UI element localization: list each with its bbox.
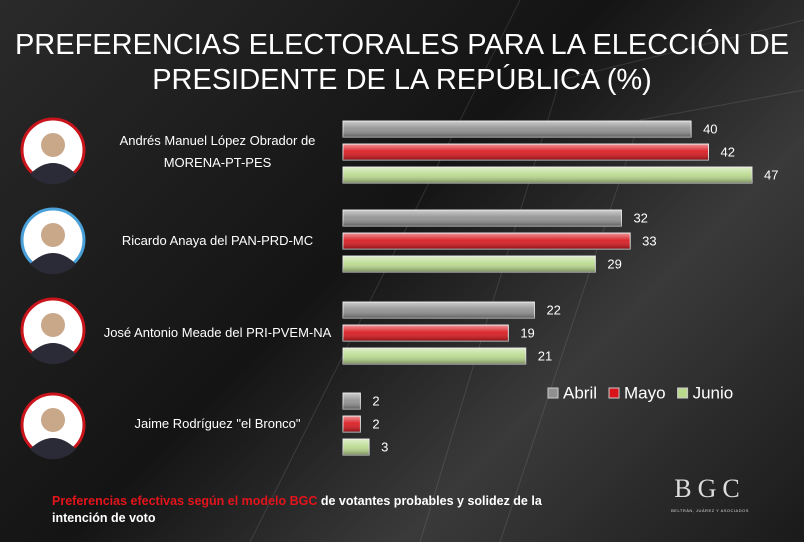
category-label: Ricardo Anaya del PAN-PRD-MC <box>121 233 314 248</box>
value-label: 32 <box>633 210 647 225</box>
bar-shine <box>343 121 692 137</box>
bar-shine <box>343 302 535 318</box>
bar-shine <box>343 325 509 341</box>
bar-shine <box>343 210 622 226</box>
bar-shine <box>343 167 752 183</box>
photo-head <box>41 408 65 432</box>
value-label: 3 <box>381 439 388 454</box>
bar-shine <box>343 348 526 364</box>
category-label: José Antonio Meade del PRI-PVEM-NA <box>103 325 332 340</box>
footnote-highlight: Preferencias efectivas según el modelo B… <box>52 494 318 508</box>
legend-swatch <box>677 387 689 399</box>
chart-title: PREFERENCIAS ELECTORALES PARA LA ELECCIÓ… <box>0 28 804 98</box>
bar-group <box>342 415 361 433</box>
logo: BGC BELTRÁN, JUÁREZ Y ASOCIADOS <box>660 474 760 513</box>
title-line: PRESIDENTE DE LA REPÚBLICA (%) <box>152 64 652 96</box>
bar-shine <box>343 233 631 249</box>
bar-group <box>342 347 527 365</box>
legend-label: Mayo <box>624 383 666 402</box>
bar-shine <box>343 256 596 272</box>
photo-body <box>30 438 76 460</box>
value-label: 40 <box>703 121 717 136</box>
bar-group <box>342 120 692 138</box>
photo-head <box>41 313 65 337</box>
legend-label: Abril <box>563 383 597 402</box>
footnote-text: de votantes probables y solidez de la in… <box>52 494 542 525</box>
value-label: 47 <box>764 167 778 182</box>
bar-group <box>342 301 535 319</box>
value-label: 22 <box>546 302 560 317</box>
photo-head <box>41 133 65 157</box>
footnote: Preferencias efectivas según el modelo B… <box>52 493 592 527</box>
logo-mark: BGC <box>674 474 746 503</box>
bar-group <box>342 143 709 161</box>
bar-shine <box>343 144 709 160</box>
bar-shine <box>343 416 361 432</box>
bar-shine <box>343 439 370 455</box>
logo-caption: BELTRÁN, JUÁREZ Y ASOCIADOS <box>671 508 749 513</box>
legend-label: Junio <box>693 383 734 402</box>
photo-body <box>30 163 76 185</box>
legend-swatch <box>608 387 620 399</box>
photo-body <box>30 253 76 275</box>
bar-group <box>342 166 753 184</box>
value-label: 29 <box>607 256 621 271</box>
bar-group <box>342 324 509 342</box>
photo-head <box>41 223 65 247</box>
value-label: 2 <box>372 393 379 408</box>
category-label: Andrés Manuel López Obrador de MORENA-PT… <box>119 133 316 170</box>
value-label: 42 <box>720 144 734 159</box>
value-label: 2 <box>372 416 379 431</box>
value-label: 33 <box>642 233 656 248</box>
legend-swatch <box>547 387 559 399</box>
category-label: Jaime Rodríguez "el Bronco" <box>134 416 301 431</box>
bar-shine <box>343 393 361 409</box>
bar-group <box>342 209 622 227</box>
title-line: PREFERENCIAS ELECTORALES PARA LA ELECCIÓ… <box>14 29 790 61</box>
bar-group <box>342 392 361 410</box>
photo-body <box>30 343 76 365</box>
bar-group <box>342 438 370 456</box>
value-label: 19 <box>520 325 534 340</box>
bar-group <box>342 255 596 273</box>
bar-group <box>342 232 631 250</box>
value-label: 21 <box>538 348 552 363</box>
